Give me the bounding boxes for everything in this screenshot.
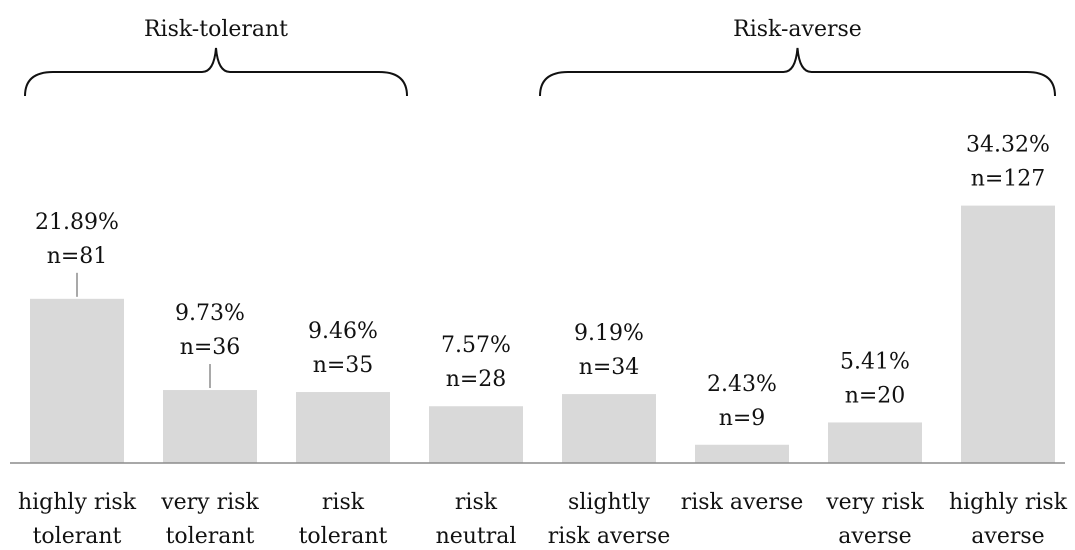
group-brackets: Risk-tolerant Risk-averse (24, 17, 1056, 97)
bar-label-2-0: 9.46% (308, 319, 378, 344)
x-tick-label-1-1: tolerant (166, 524, 255, 549)
bar-4 (562, 394, 656, 463)
bar-label-6-0: 5.41% (840, 349, 910, 374)
bar-label-7-1: n=127 (971, 167, 1046, 192)
bar-label-1-0: 9.73% (175, 301, 245, 326)
x-tick-label-2-0: risk (322, 490, 365, 515)
bar-label-2-1: n=35 (313, 353, 374, 378)
bar-label-5-0: 2.43% (707, 372, 777, 397)
group-bracket-1 (539, 47, 1056, 97)
bar-label-4-1: n=34 (579, 355, 640, 380)
bar-3 (429, 406, 523, 463)
bar-label-4-0: 9.19% (574, 321, 644, 346)
bar-label-1-1: n=36 (180, 335, 241, 360)
x-tick-label-7-0: highly risk (949, 490, 1068, 515)
bar-0 (30, 298, 124, 463)
group-label-0: Risk-tolerant (144, 17, 288, 42)
x-tick-label-6-1: averse (838, 524, 911, 549)
group-label-1: Risk-averse (733, 17, 862, 42)
bar-5 (695, 444, 789, 463)
bars (30, 205, 1055, 463)
x-tick-label-4-0: slightly (568, 490, 650, 515)
x-tick-label-7-1: averse (971, 524, 1044, 549)
bar-label-3-1: n=28 (446, 367, 507, 392)
x-tick-label-5-0: risk averse (681, 490, 804, 515)
bar-label-3-0: 7.57% (441, 333, 511, 358)
x-tick-label-6-0: very risk (825, 490, 924, 515)
x-tick-label-3-0: risk (455, 490, 498, 515)
x-tick-label-0-0: highly risk (18, 490, 137, 515)
group-bracket-0 (24, 47, 408, 97)
bar-7 (961, 205, 1055, 463)
bar-labels: n=81 21.89% n=36 9.73% n=35 9.46% n=28 7.57% n=3… (35, 133, 1050, 431)
bar-1 (163, 390, 257, 463)
x-tick-labels: highly risk tolerant very risk tolerant risk… (18, 490, 1068, 549)
bar-label-7-0: 34.32% (966, 133, 1050, 158)
x-tick-label-4-1: risk averse (548, 524, 671, 549)
x-tick-label-1-0: very risk (160, 490, 259, 515)
x-tick-label-3-1: neutral (436, 524, 517, 549)
x-tick-label-2-1: tolerant (299, 524, 388, 549)
x-tick-label-0-1: tolerant (33, 524, 122, 549)
bar-label-0-0: 21.89% (35, 210, 119, 235)
bar-label-6-1: n=20 (845, 383, 906, 408)
bar-2 (296, 392, 390, 463)
bar-label-5-1: n=9 (719, 406, 766, 431)
bar-6 (828, 422, 922, 463)
bar-label-0-1: n=81 (47, 244, 108, 269)
